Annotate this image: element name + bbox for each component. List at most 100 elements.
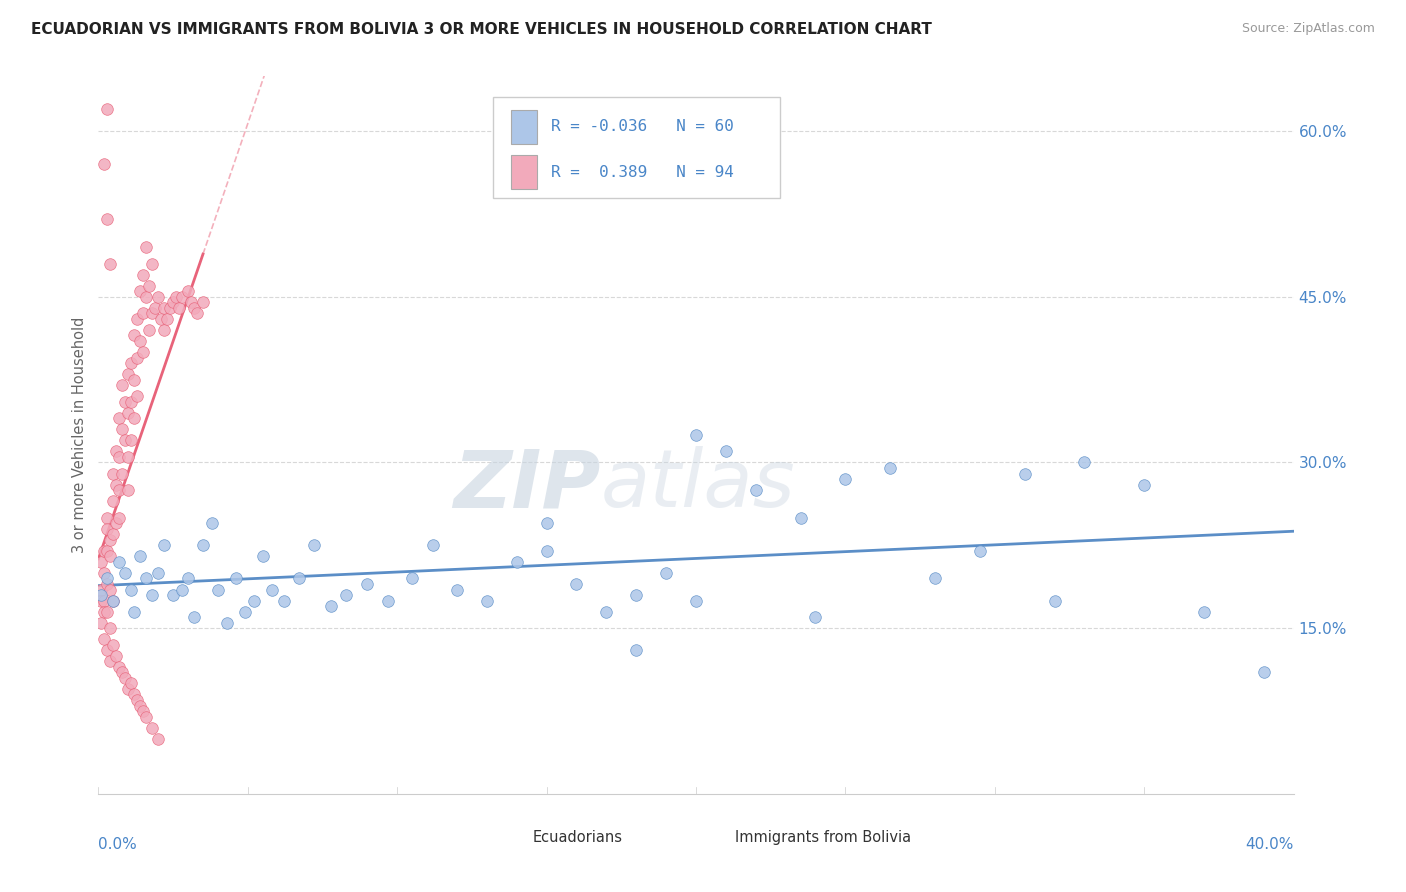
Point bbox=[124, 605, 146, 619]
Point bbox=[159, 301, 181, 315]
Point bbox=[153, 323, 176, 337]
Point bbox=[129, 549, 152, 564]
Text: atlas: atlas bbox=[600, 446, 796, 524]
Point bbox=[96, 643, 118, 657]
FancyBboxPatch shape bbox=[499, 824, 524, 851]
Text: Immigrants from Bolivia: Immigrants from Bolivia bbox=[735, 830, 911, 846]
Point bbox=[117, 450, 139, 464]
Point bbox=[148, 290, 170, 304]
Point bbox=[129, 334, 152, 348]
Point bbox=[879, 461, 901, 475]
Point bbox=[1192, 605, 1215, 619]
Point bbox=[685, 428, 707, 442]
Point bbox=[626, 643, 648, 657]
Point bbox=[93, 593, 115, 607]
Point bbox=[1073, 455, 1095, 469]
Point bbox=[124, 328, 146, 343]
Point bbox=[127, 351, 149, 365]
Point bbox=[103, 593, 125, 607]
Text: R = -0.036   N = 60: R = -0.036 N = 60 bbox=[551, 120, 734, 135]
Point bbox=[225, 571, 247, 585]
Point bbox=[114, 434, 136, 448]
Text: R =  0.389   N = 94: R = 0.389 N = 94 bbox=[551, 164, 734, 179]
Point bbox=[177, 571, 200, 585]
Point bbox=[129, 285, 152, 299]
Point bbox=[98, 257, 122, 271]
Point bbox=[215, 615, 238, 630]
Point bbox=[108, 450, 131, 464]
Point bbox=[96, 605, 118, 619]
Point bbox=[98, 533, 122, 547]
Point bbox=[120, 582, 142, 597]
Point bbox=[969, 544, 991, 558]
Point bbox=[132, 306, 155, 320]
Point bbox=[183, 301, 205, 315]
Point bbox=[626, 588, 648, 602]
FancyBboxPatch shape bbox=[494, 97, 780, 198]
Point bbox=[141, 721, 163, 735]
Point bbox=[108, 483, 131, 497]
Point bbox=[302, 538, 325, 552]
Point bbox=[172, 582, 194, 597]
Point bbox=[506, 555, 529, 569]
Point bbox=[595, 605, 617, 619]
Text: Ecuadorians: Ecuadorians bbox=[533, 830, 623, 846]
Point bbox=[321, 599, 343, 613]
Point bbox=[127, 389, 149, 403]
FancyBboxPatch shape bbox=[510, 155, 537, 189]
Point bbox=[162, 588, 184, 602]
Point bbox=[377, 593, 399, 607]
Point bbox=[114, 394, 136, 409]
Point bbox=[96, 577, 118, 591]
Point bbox=[120, 676, 142, 690]
Point bbox=[177, 285, 200, 299]
Point bbox=[789, 510, 811, 524]
Point bbox=[120, 394, 142, 409]
Point bbox=[172, 290, 194, 304]
Point bbox=[117, 367, 139, 381]
Point bbox=[422, 538, 444, 552]
Point bbox=[135, 571, 157, 585]
Point bbox=[1043, 593, 1066, 607]
Point bbox=[124, 373, 146, 387]
Point bbox=[90, 593, 112, 607]
Point bbox=[138, 278, 160, 293]
Point bbox=[141, 588, 163, 602]
Point bbox=[565, 577, 588, 591]
Point bbox=[98, 549, 122, 564]
Point bbox=[356, 577, 378, 591]
Point bbox=[117, 483, 139, 497]
Point bbox=[90, 582, 112, 597]
Point bbox=[127, 311, 149, 326]
Point bbox=[124, 411, 146, 425]
Point bbox=[93, 157, 115, 171]
Point bbox=[475, 593, 498, 607]
Point bbox=[167, 301, 190, 315]
Point bbox=[141, 306, 163, 320]
Point bbox=[536, 516, 558, 531]
Point bbox=[103, 527, 125, 541]
Point bbox=[446, 582, 468, 597]
Point bbox=[153, 301, 176, 315]
Point bbox=[96, 544, 118, 558]
Point bbox=[103, 467, 125, 481]
Point bbox=[714, 444, 737, 458]
Point bbox=[233, 605, 256, 619]
Point bbox=[138, 323, 160, 337]
Point bbox=[98, 621, 122, 635]
Point bbox=[111, 467, 134, 481]
Point bbox=[132, 268, 155, 282]
FancyBboxPatch shape bbox=[702, 824, 728, 851]
Text: ECUADORIAN VS IMMIGRANTS FROM BOLIVIA 3 OR MORE VEHICLES IN HOUSEHOLD CORRELATIO: ECUADORIAN VS IMMIGRANTS FROM BOLIVIA 3 … bbox=[31, 22, 932, 37]
Point bbox=[111, 665, 134, 680]
Point bbox=[135, 709, 157, 723]
Point bbox=[93, 632, 115, 647]
FancyBboxPatch shape bbox=[510, 110, 537, 144]
Point bbox=[120, 356, 142, 370]
Point bbox=[401, 571, 423, 585]
Point bbox=[335, 588, 357, 602]
Point bbox=[105, 444, 128, 458]
Point bbox=[924, 571, 946, 585]
Point bbox=[96, 510, 118, 524]
Point bbox=[655, 566, 678, 580]
